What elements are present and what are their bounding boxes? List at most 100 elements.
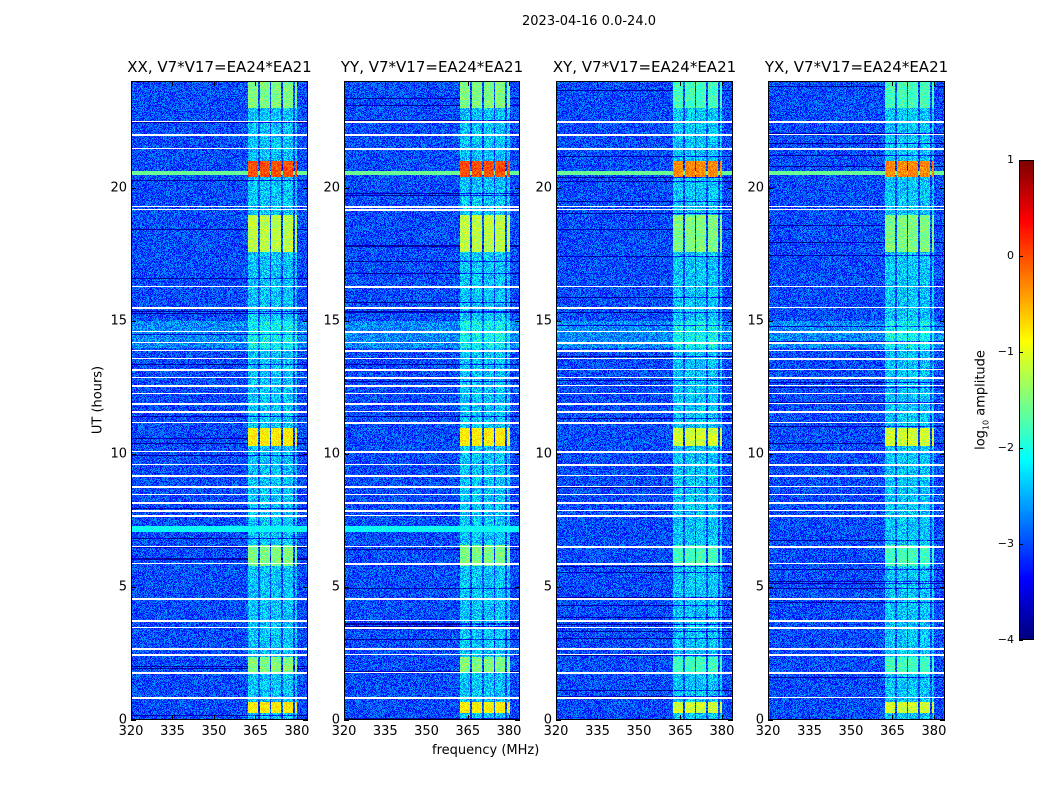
y-tick: [728, 453, 733, 455]
y-tick: [768, 187, 773, 189]
y-tick-label: 5: [755, 579, 764, 595]
y-tick: [768, 453, 773, 455]
y-tick-label: 5: [118, 579, 127, 595]
y-tick-label: 0: [118, 712, 127, 728]
y-tick-label: 10: [535, 446, 552, 462]
x-tick: [426, 81, 428, 86]
x-tick: [344, 715, 345, 720]
x-tick-label: 335: [797, 724, 822, 739]
y-tick: [556, 720, 561, 721]
colorbar-tick-label: 0: [1007, 249, 1014, 262]
x-tick: [509, 715, 510, 720]
y-tick: [515, 187, 520, 189]
y-tick: [728, 586, 733, 588]
colorbar-tick: [1019, 160, 1023, 161]
colorbar-tick: [1019, 256, 1023, 257]
x-tick-label: 335: [160, 724, 185, 739]
y-tick: [131, 187, 136, 189]
heatmap-image: [556, 81, 733, 720]
y-axis-label: UT (hours): [90, 365, 106, 435]
y-tick-label: 20: [535, 180, 552, 195]
y-tick: [344, 187, 349, 189]
y-tick-label: 20: [323, 180, 340, 195]
y-tick: [728, 720, 733, 721]
x-tick: [768, 81, 769, 86]
x-tick-label: 380: [284, 724, 310, 739]
colorbar-tick-label: −3: [997, 537, 1014, 550]
y-tick: [556, 320, 561, 322]
y-tick: [515, 453, 520, 455]
y-tick-label: 20: [110, 180, 127, 195]
spectrogram-panel: YX, V7*V17=EA24*EA21 320 335 350 365 380 0 5 10 1…: [747, 58, 948, 739]
x-tick: [933, 81, 935, 86]
y-tick: [344, 720, 349, 721]
y-tick-label: 0: [755, 712, 764, 728]
x-tick: [768, 715, 769, 720]
y-tick: [303, 187, 308, 189]
x-tick-label: 320: [755, 724, 781, 739]
y-tick-label: 20: [747, 180, 764, 195]
x-tick-label: 380: [709, 724, 735, 739]
y-tick-label: 10: [747, 446, 764, 462]
y-tick-label: 10: [110, 446, 127, 462]
x-tick: [556, 81, 557, 86]
x-tick-label: 335: [372, 724, 398, 739]
x-tick: [426, 715, 428, 720]
x-tick: [638, 715, 640, 720]
colorbar-tick-label: −4: [997, 633, 1014, 646]
panel-title: YX, V7*V17=EA24*EA21: [764, 58, 949, 76]
x-tick-label: 365: [880, 724, 905, 739]
x-tick: [131, 715, 132, 720]
y-tick-label: 0: [543, 712, 552, 728]
y-tick: [131, 320, 136, 322]
x-tick-label: 380: [921, 724, 947, 739]
x-tick: [597, 81, 599, 86]
colorbar-tick: [1019, 448, 1023, 449]
y-tick: [768, 320, 773, 322]
y-tick: [515, 720, 520, 721]
y-tick-label: 5: [543, 579, 552, 595]
y-tick: [728, 320, 733, 322]
x-tick: [296, 715, 298, 720]
x-tick: [892, 81, 894, 86]
y-tick: [303, 586, 308, 588]
y-tick-label: 15: [535, 313, 552, 329]
y-tick: [344, 453, 349, 455]
colorbar-label: log10 amplitude: [973, 350, 991, 450]
colorbar-tick-label: −2: [997, 441, 1014, 454]
y-tick-label: 15: [110, 313, 127, 329]
x-tick: [385, 81, 387, 86]
spectrogram-panel: XX, V7*V17=EA24*EA21 320 335 350 365 380 0 5 10 1…: [110, 58, 311, 739]
panel-title: XX, V7*V17=EA24*EA21: [127, 58, 312, 76]
colorbar-tick: [1019, 640, 1023, 641]
y-tick: [131, 453, 136, 455]
x-tick-label: 380: [496, 724, 522, 739]
x-tick: [680, 81, 682, 86]
x-tick: [892, 715, 894, 720]
heatmap-image: [344, 81, 520, 720]
y-tick: [515, 586, 520, 588]
x-tick-label: 320: [543, 724, 569, 739]
x-tick-label: 350: [201, 724, 227, 739]
y-tick: [556, 187, 561, 189]
x-tick: [597, 715, 599, 720]
x-axis-label: frequency (MHz): [432, 743, 540, 758]
y-tick: [940, 586, 945, 588]
x-tick-label: 320: [118, 724, 144, 739]
x-tick-label: 365: [243, 724, 268, 739]
y-tick: [303, 320, 308, 322]
spectrogram-panel: XY, V7*V17=EA24*EA21 320 335 350 365 380 0 5 10 1…: [535, 58, 736, 739]
y-tick: [556, 586, 561, 588]
x-tick-label: 350: [838, 724, 864, 739]
y-tick: [556, 453, 561, 455]
x-tick: [509, 81, 510, 86]
x-tick-label: 320: [331, 724, 357, 739]
y-tick: [303, 453, 308, 455]
y-tick: [940, 453, 945, 455]
y-tick: [768, 720, 773, 721]
spectrogram-panel: YY, V7*V17=EA24*EA21 320 335 350 365 380 0 5 10 1…: [323, 58, 523, 739]
x-tick: [680, 715, 682, 720]
x-tick-label: 350: [414, 724, 439, 739]
x-tick: [296, 81, 298, 86]
